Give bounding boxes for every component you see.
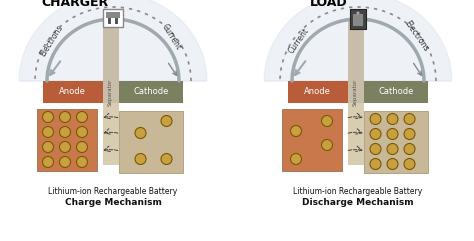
- Circle shape: [43, 112, 54, 122]
- Circle shape: [135, 154, 146, 165]
- Bar: [102, 103, 118, 165]
- Circle shape: [60, 141, 71, 153]
- Circle shape: [404, 114, 415, 125]
- Text: Charge Mechanism: Charge Mechanism: [64, 198, 162, 207]
- Circle shape: [404, 159, 415, 169]
- Bar: [106, 12, 120, 18]
- Polygon shape: [264, 0, 452, 81]
- Circle shape: [76, 156, 88, 167]
- Text: Anode: Anode: [304, 87, 331, 96]
- Bar: [43, 81, 102, 103]
- Circle shape: [404, 128, 415, 140]
- Circle shape: [387, 143, 398, 154]
- Bar: [108, 18, 111, 24]
- Circle shape: [76, 127, 88, 138]
- Circle shape: [161, 115, 172, 127]
- Text: Cathode: Cathode: [378, 87, 413, 96]
- Circle shape: [404, 143, 415, 154]
- Bar: [103, 9, 123, 27]
- Circle shape: [321, 140, 332, 150]
- Circle shape: [321, 115, 332, 127]
- Circle shape: [291, 154, 301, 165]
- Text: Cathode: Cathode: [133, 87, 168, 96]
- Circle shape: [43, 156, 54, 167]
- Text: Current: Current: [287, 26, 311, 55]
- Bar: [118, 111, 183, 173]
- Circle shape: [370, 159, 381, 169]
- Circle shape: [387, 128, 398, 140]
- Text: Electrons: Electrons: [403, 20, 430, 54]
- Text: Lithium-ion Rechargeable Battery: Lithium-ion Rechargeable Battery: [293, 187, 423, 196]
- Circle shape: [370, 114, 381, 125]
- Text: Lithium-ion Rechargeable Battery: Lithium-ion Rechargeable Battery: [48, 187, 178, 196]
- Bar: [347, 19, 364, 103]
- Bar: [115, 18, 118, 24]
- Circle shape: [135, 127, 146, 139]
- Circle shape: [60, 112, 71, 122]
- Circle shape: [76, 141, 88, 153]
- Circle shape: [60, 156, 71, 167]
- Bar: [347, 103, 364, 165]
- Bar: [364, 81, 428, 103]
- Bar: [350, 9, 366, 29]
- Circle shape: [291, 126, 301, 136]
- Text: Electrons: Electrons: [38, 23, 65, 58]
- Circle shape: [370, 143, 381, 154]
- Circle shape: [60, 127, 71, 138]
- Bar: [118, 81, 183, 103]
- Circle shape: [356, 12, 359, 14]
- Text: Current: Current: [160, 22, 183, 51]
- Bar: [282, 109, 342, 171]
- Circle shape: [43, 127, 54, 138]
- Text: Discharge Mechanism: Discharge Mechanism: [302, 198, 414, 207]
- Text: Separator: Separator: [353, 78, 358, 106]
- Circle shape: [43, 141, 54, 153]
- Circle shape: [387, 159, 398, 169]
- Circle shape: [161, 154, 172, 165]
- Circle shape: [76, 112, 88, 122]
- Bar: [102, 19, 118, 103]
- Circle shape: [387, 114, 398, 125]
- Bar: [37, 109, 97, 171]
- Text: CHARGER: CHARGER: [41, 0, 108, 9]
- Bar: [353, 14, 363, 26]
- Circle shape: [370, 128, 381, 140]
- Bar: [364, 111, 428, 173]
- Text: Anode: Anode: [59, 87, 86, 96]
- Polygon shape: [19, 0, 207, 81]
- Text: LOAD: LOAD: [310, 0, 347, 9]
- Text: Separator: Separator: [108, 78, 113, 106]
- Bar: [288, 81, 347, 103]
